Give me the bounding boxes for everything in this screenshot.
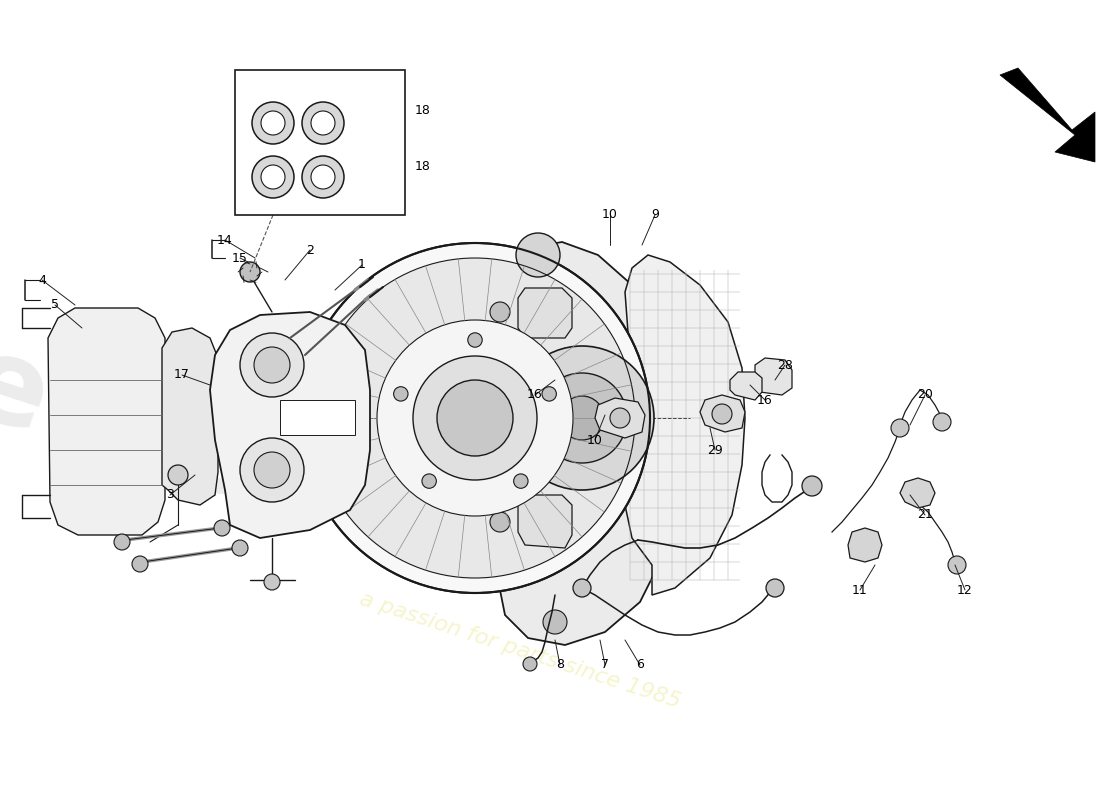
Circle shape (891, 419, 909, 437)
Circle shape (114, 534, 130, 550)
Circle shape (261, 165, 285, 189)
Polygon shape (162, 328, 218, 505)
Circle shape (516, 233, 560, 277)
Circle shape (510, 346, 654, 490)
Circle shape (560, 396, 604, 440)
Text: 16: 16 (757, 394, 773, 406)
Circle shape (254, 347, 290, 383)
Polygon shape (848, 528, 882, 562)
Polygon shape (625, 255, 745, 595)
Circle shape (240, 438, 304, 502)
Text: 6: 6 (636, 658, 644, 671)
Circle shape (132, 556, 148, 572)
Circle shape (526, 246, 550, 270)
Text: 21: 21 (917, 509, 933, 522)
Text: 28: 28 (777, 358, 793, 371)
Text: 4: 4 (39, 274, 46, 286)
Circle shape (610, 408, 630, 428)
Text: 9: 9 (651, 209, 659, 222)
Text: europarts: europarts (0, 325, 608, 635)
Polygon shape (755, 358, 792, 395)
Circle shape (214, 520, 230, 536)
Text: 20: 20 (917, 389, 933, 402)
Text: 11: 11 (852, 583, 868, 597)
Text: 15: 15 (232, 251, 248, 265)
Text: 12: 12 (957, 583, 972, 597)
Circle shape (302, 156, 344, 198)
Text: a passion for parts since 1985: a passion for parts since 1985 (358, 589, 683, 711)
Circle shape (514, 474, 528, 488)
Circle shape (543, 610, 566, 634)
Polygon shape (700, 395, 745, 432)
Circle shape (802, 476, 822, 496)
Polygon shape (900, 478, 935, 508)
Circle shape (490, 302, 510, 322)
Text: 10: 10 (587, 434, 603, 446)
Circle shape (933, 413, 952, 431)
Text: 10: 10 (602, 209, 618, 222)
Circle shape (394, 386, 408, 401)
Text: 7: 7 (601, 658, 609, 671)
Polygon shape (1000, 68, 1094, 162)
Circle shape (948, 556, 966, 574)
Circle shape (522, 657, 537, 671)
Circle shape (537, 373, 627, 463)
Circle shape (232, 540, 248, 556)
Circle shape (302, 102, 344, 144)
FancyBboxPatch shape (235, 70, 405, 215)
Circle shape (766, 579, 784, 597)
Circle shape (311, 111, 336, 135)
Circle shape (490, 512, 510, 532)
Circle shape (573, 579, 591, 597)
Polygon shape (595, 398, 645, 438)
Circle shape (252, 156, 294, 198)
Text: 18: 18 (415, 103, 431, 117)
Circle shape (311, 165, 336, 189)
Text: 5: 5 (51, 298, 59, 311)
Text: 29: 29 (707, 443, 723, 457)
Circle shape (240, 333, 304, 397)
Circle shape (468, 333, 482, 347)
Circle shape (168, 465, 188, 485)
Text: 16: 16 (527, 389, 543, 402)
Polygon shape (518, 495, 572, 548)
Circle shape (240, 262, 260, 282)
PathPatch shape (210, 312, 370, 538)
Polygon shape (280, 400, 355, 435)
Circle shape (542, 386, 557, 401)
Text: 18: 18 (415, 161, 431, 174)
Text: 3: 3 (166, 489, 174, 502)
Circle shape (252, 102, 294, 144)
Circle shape (315, 258, 635, 578)
Circle shape (300, 243, 650, 593)
Text: 1: 1 (359, 258, 366, 271)
Circle shape (412, 356, 537, 480)
Polygon shape (518, 288, 572, 338)
Circle shape (261, 111, 285, 135)
Text: 2: 2 (306, 243, 313, 257)
Circle shape (264, 574, 280, 590)
Polygon shape (488, 242, 680, 645)
Circle shape (712, 404, 732, 424)
Polygon shape (730, 372, 762, 400)
Circle shape (377, 320, 573, 516)
Polygon shape (48, 308, 165, 535)
Text: 8: 8 (556, 658, 564, 671)
Text: 14: 14 (217, 234, 233, 246)
Text: 17: 17 (174, 369, 190, 382)
Circle shape (254, 452, 290, 488)
Circle shape (437, 380, 513, 456)
Circle shape (422, 474, 437, 488)
